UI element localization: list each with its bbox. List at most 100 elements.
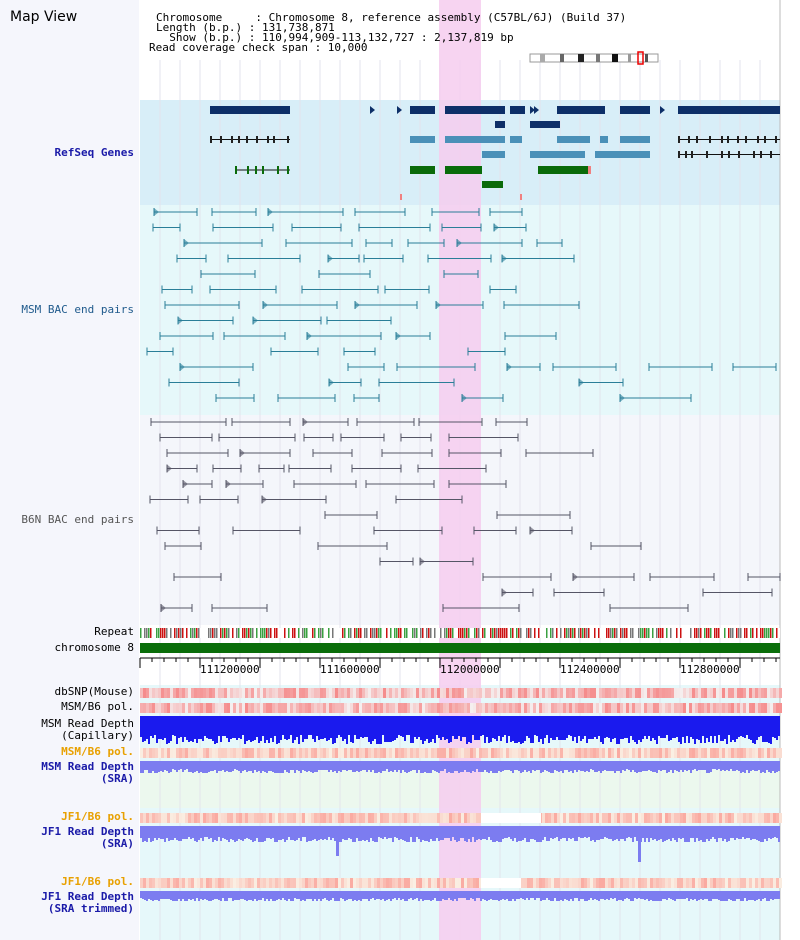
repeat-mark	[390, 628, 392, 638]
heat-cell	[281, 703, 284, 713]
gene-exon	[727, 136, 729, 143]
depth-bar	[224, 891, 226, 901]
track-label-repeat[interactable]: Repeat	[94, 625, 134, 638]
heat-cell	[608, 813, 611, 823]
heat-cell	[161, 688, 164, 698]
heat-cell	[209, 813, 212, 823]
heat-cell	[434, 703, 437, 713]
depth-bar	[530, 761, 532, 773]
track-label-refseq[interactable]: RefSeq Genes	[54, 146, 134, 159]
repeat-mark	[434, 628, 436, 638]
depth-bar	[154, 891, 156, 900]
depth-bar	[508, 716, 510, 736]
depth-bar	[434, 891, 436, 898]
repeat-mark	[226, 628, 228, 638]
depth-bar	[474, 716, 476, 740]
depth-bar	[752, 716, 754, 743]
heat-cell	[143, 703, 146, 713]
repeat-mark	[378, 628, 380, 638]
track-label-jf1-b6-pol-2[interactable]: JF1/B6 pol.	[61, 875, 134, 888]
heat-cell	[473, 688, 476, 698]
depth-bar	[186, 761, 188, 769]
depth-bar	[328, 761, 330, 772]
depth-bar	[578, 826, 580, 837]
track-label-b6n-bac[interactable]: B6N BAC end pairs	[21, 513, 134, 526]
depth-bar	[360, 891, 362, 901]
heat-cell	[533, 878, 536, 888]
depth-bar	[160, 761, 162, 771]
repeat-mark	[738, 628, 740, 638]
depth-bar	[414, 891, 416, 899]
track-label-msm-b6-pol-2[interactable]: MSM/B6 pol.	[61, 745, 134, 758]
track-label-msm-bac[interactable]: MSM BAC end pairs	[21, 303, 134, 316]
depth-bar	[534, 891, 536, 900]
repeat-mark	[570, 628, 572, 638]
depth-bar	[296, 891, 298, 899]
track-label-chromosome[interactable]: chromosome 8	[54, 641, 134, 654]
depth-bar	[384, 716, 386, 742]
track-label-jf1-trim[interactable]: JF1 Read Depth	[41, 890, 134, 903]
depth-bar	[428, 716, 430, 743]
heat-cell	[149, 748, 152, 758]
depth-bar	[148, 826, 150, 838]
track-label-jf1-b6-pol[interactable]: JF1/B6 pol.	[61, 810, 134, 823]
heat-cell	[437, 688, 440, 698]
depth-bar	[360, 716, 362, 737]
track-label-msm-b6-pol[interactable]: MSM/B6 pol.	[61, 700, 134, 713]
depth-bar	[598, 891, 600, 901]
heat-cell	[440, 813, 443, 823]
track-label-msm-depth-cap[interactable]: MSM Read Depth	[41, 717, 134, 730]
depth-bar	[152, 891, 154, 901]
depth-bar	[552, 826, 554, 839]
depth-bar	[302, 716, 304, 742]
heat-cell	[770, 748, 773, 758]
repeat-mark	[518, 628, 520, 638]
heat-cell	[572, 813, 575, 823]
depth-bar	[202, 826, 204, 841]
depth-bar	[572, 716, 574, 741]
heat-cell	[155, 813, 158, 823]
depth-bar	[194, 826, 196, 841]
heat-cell	[743, 813, 746, 823]
depth-bar	[630, 826, 632, 838]
heat-cell	[251, 703, 254, 713]
depth-bar	[432, 716, 434, 739]
heat-cell	[425, 878, 428, 888]
depth-bar	[460, 761, 462, 772]
heat-cell	[272, 703, 275, 713]
heat-cell	[350, 878, 353, 888]
track-label-jf1-depth[interactable]: JF1 Read Depth	[41, 825, 134, 838]
heat-cell	[362, 703, 365, 713]
heat-cell	[236, 748, 239, 758]
heat-cell	[431, 703, 434, 713]
depth-bar	[758, 826, 760, 841]
depth-bar	[526, 716, 528, 736]
heat-cell	[218, 813, 221, 823]
depth-bar	[200, 716, 202, 739]
heat-cell	[497, 748, 500, 758]
gene-block	[538, 166, 588, 174]
depth-bar	[722, 761, 724, 770]
depth-bar	[626, 761, 628, 769]
repeat-mark	[526, 628, 528, 638]
depth-bar	[762, 716, 764, 742]
heat-cell	[332, 748, 335, 758]
depth-bar	[636, 716, 638, 744]
heat-cell	[626, 703, 629, 713]
heat-cell	[278, 748, 281, 758]
depth-bar	[508, 761, 510, 770]
track-label-msm-depth-sra[interactable]: MSM Read Depth	[41, 760, 134, 773]
heat-cell	[455, 813, 458, 823]
depth-bar	[230, 761, 232, 772]
heat-cell	[209, 688, 212, 698]
depth-bar	[578, 761, 580, 770]
depth-bar	[704, 891, 706, 899]
heat-cell	[371, 703, 374, 713]
heat-cell	[284, 688, 287, 698]
depth-bar	[630, 761, 632, 772]
depth-bar	[664, 826, 666, 841]
track-label-dbsnp[interactable]: dbSNP(Mouse)	[54, 685, 134, 698]
msm-bac-arrow	[180, 363, 185, 371]
repeat-mark	[162, 628, 164, 638]
